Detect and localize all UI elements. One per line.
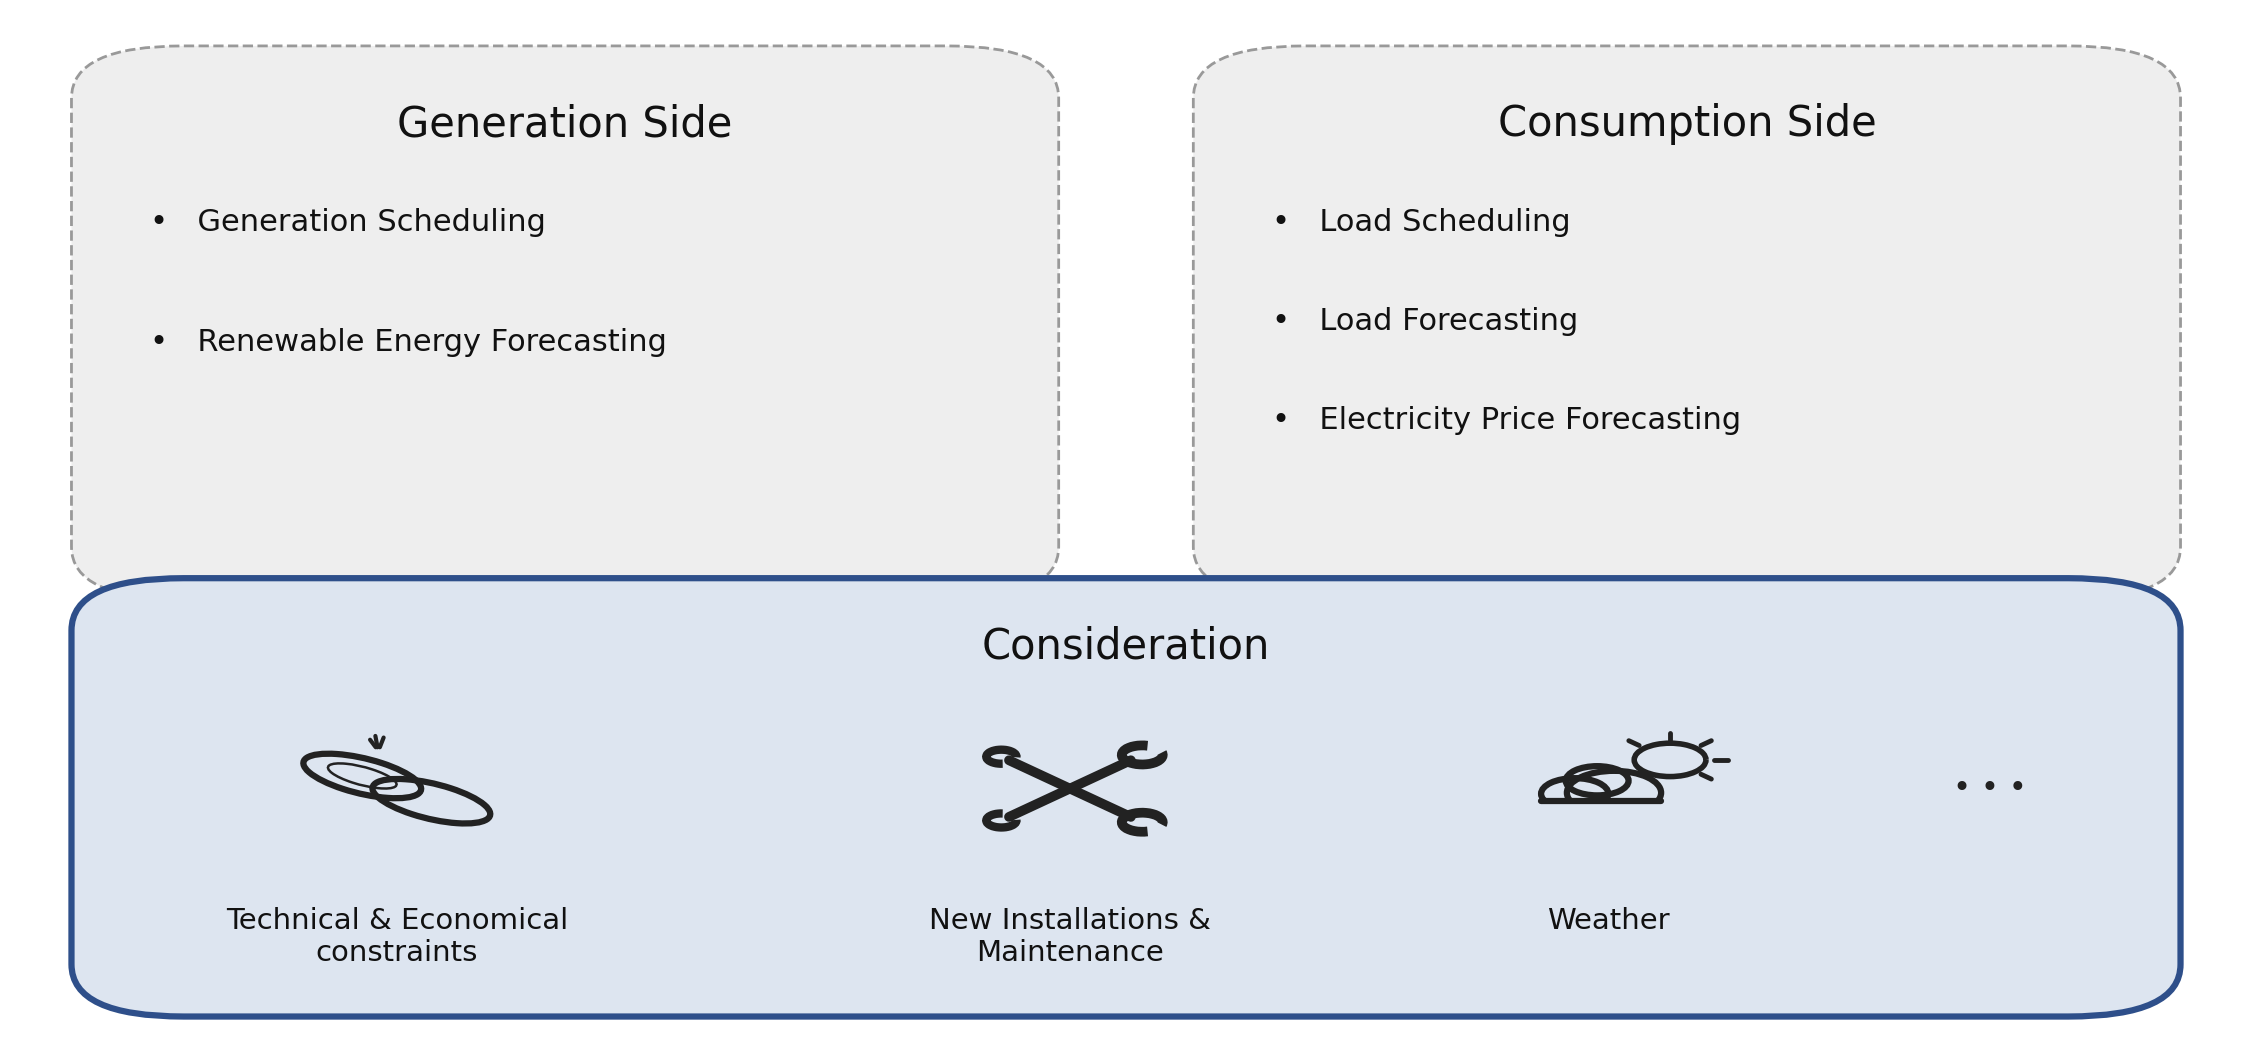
- FancyBboxPatch shape: [72, 579, 2180, 1016]
- Text: Consideration: Consideration: [982, 625, 1270, 667]
- Text: •   Electricity Price Forecasting: • Electricity Price Forecasting: [1272, 406, 1741, 434]
- FancyBboxPatch shape: [1194, 46, 2180, 599]
- Text: Generation Side: Generation Side: [396, 103, 732, 145]
- FancyBboxPatch shape: [72, 46, 1058, 599]
- Text: •   Load Forecasting: • Load Forecasting: [1272, 307, 1579, 336]
- Text: Consumption Side: Consumption Side: [1498, 103, 1876, 145]
- Text: Technical & Economical
constraints: Technical & Economical constraints: [225, 907, 568, 968]
- Text: Weather: Weather: [1547, 907, 1669, 935]
- Text: •   Load Scheduling: • Load Scheduling: [1272, 207, 1570, 237]
- Text: •   Generation Scheduling: • Generation Scheduling: [151, 207, 545, 237]
- Text: New Installations &
Maintenance: New Installations & Maintenance: [930, 907, 1212, 968]
- Text: • • •: • • •: [1952, 774, 2027, 803]
- FancyBboxPatch shape: [1520, 801, 1696, 823]
- Text: •   Renewable Energy Forecasting: • Renewable Energy Forecasting: [151, 328, 667, 357]
